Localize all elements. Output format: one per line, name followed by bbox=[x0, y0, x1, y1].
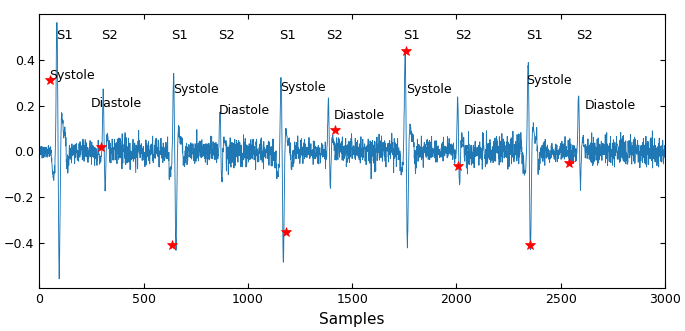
Text: S2: S2 bbox=[326, 28, 343, 41]
Text: S2: S2 bbox=[456, 28, 472, 41]
Text: S1: S1 bbox=[403, 28, 420, 41]
Text: Diastole: Diastole bbox=[584, 99, 636, 113]
Text: S1: S1 bbox=[56, 28, 73, 41]
Text: Systole: Systole bbox=[406, 83, 452, 96]
Text: Systole: Systole bbox=[526, 74, 572, 87]
Text: Diastole: Diastole bbox=[334, 109, 384, 121]
X-axis label: Samples: Samples bbox=[319, 312, 385, 327]
Text: S2: S2 bbox=[576, 28, 593, 41]
Text: S1: S1 bbox=[171, 28, 188, 41]
Text: Diastole: Diastole bbox=[219, 104, 270, 117]
Text: S2: S2 bbox=[101, 28, 118, 41]
Text: S1: S1 bbox=[279, 28, 296, 41]
Text: S2: S2 bbox=[218, 28, 234, 41]
Text: Systole: Systole bbox=[280, 81, 326, 94]
Text: Diastole: Diastole bbox=[90, 97, 142, 110]
Text: S1: S1 bbox=[526, 28, 543, 41]
Text: Systole: Systole bbox=[49, 69, 95, 81]
Text: Diastole: Diastole bbox=[464, 104, 515, 117]
Text: Systole: Systole bbox=[173, 83, 219, 96]
